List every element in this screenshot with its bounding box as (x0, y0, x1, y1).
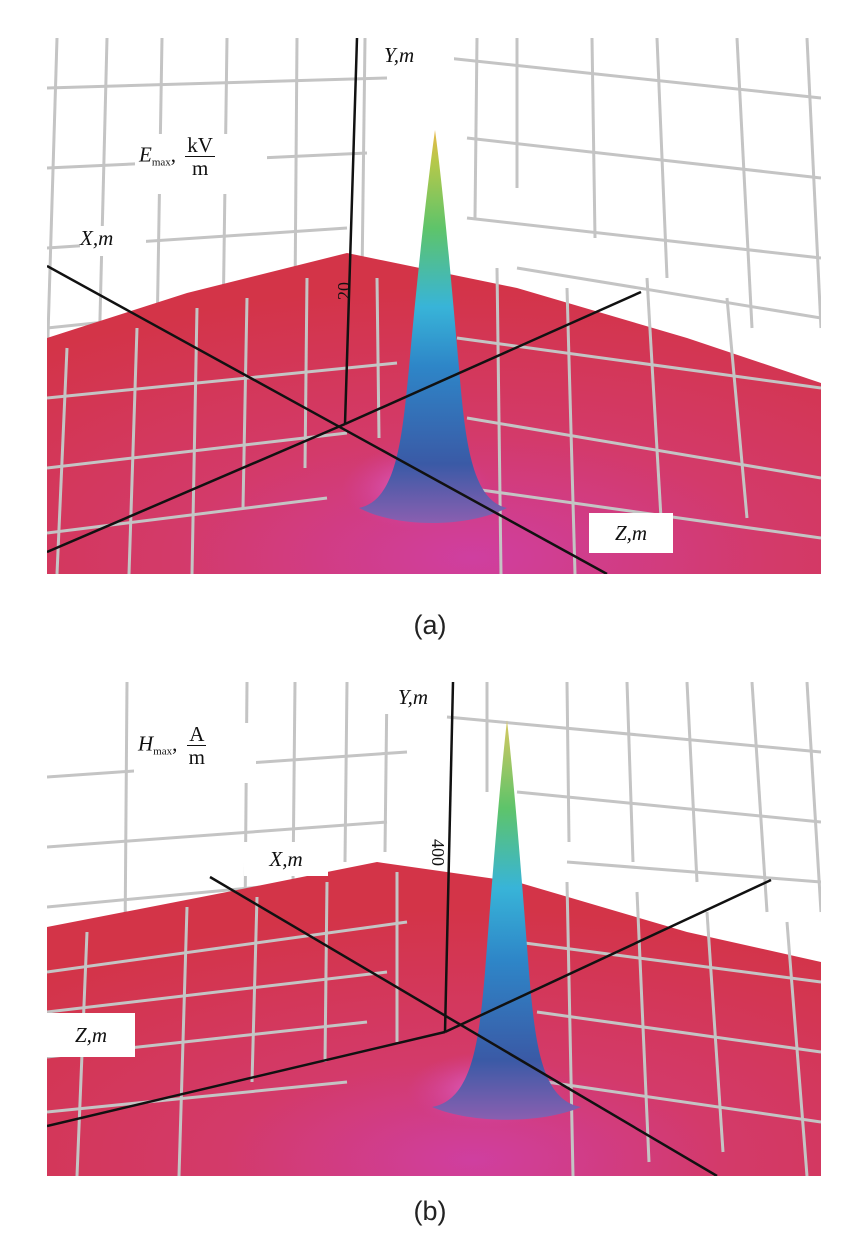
front-grid-lines-a (47, 267, 821, 574)
x-axis-label-b: X,m (244, 842, 328, 876)
caption-b: (b) (413, 1196, 447, 1226)
axes-b (47, 682, 772, 1176)
surface-plot-a: 20 Emax, kV m Y,m X,m Z,m (47, 38, 821, 574)
floor-surface-b (47, 862, 821, 1176)
peak-a (359, 130, 507, 523)
x-axis-label-a: X,m (80, 226, 146, 256)
quantity-label-a: Emax, kV m (135, 134, 267, 194)
plot-canvas-b: 400 (47, 682, 821, 1176)
tick-label-b: 400 (428, 839, 448, 866)
tick-label-a: 20 (334, 282, 354, 300)
front-grid-lines-b (47, 872, 821, 1176)
peak-b (432, 720, 581, 1120)
axes-a (47, 38, 642, 574)
caption-a: (a) (413, 610, 447, 640)
grid-lines-b (47, 682, 821, 943)
plot-canvas-a: 20 (47, 38, 821, 574)
z-axis-label-b: Z,m (47, 1013, 135, 1057)
y-axis-label-b: Y,m (377, 682, 449, 714)
y-axis-label-a: Y,m (384, 43, 454, 73)
z-axis-label-a: Z,m (589, 513, 673, 553)
